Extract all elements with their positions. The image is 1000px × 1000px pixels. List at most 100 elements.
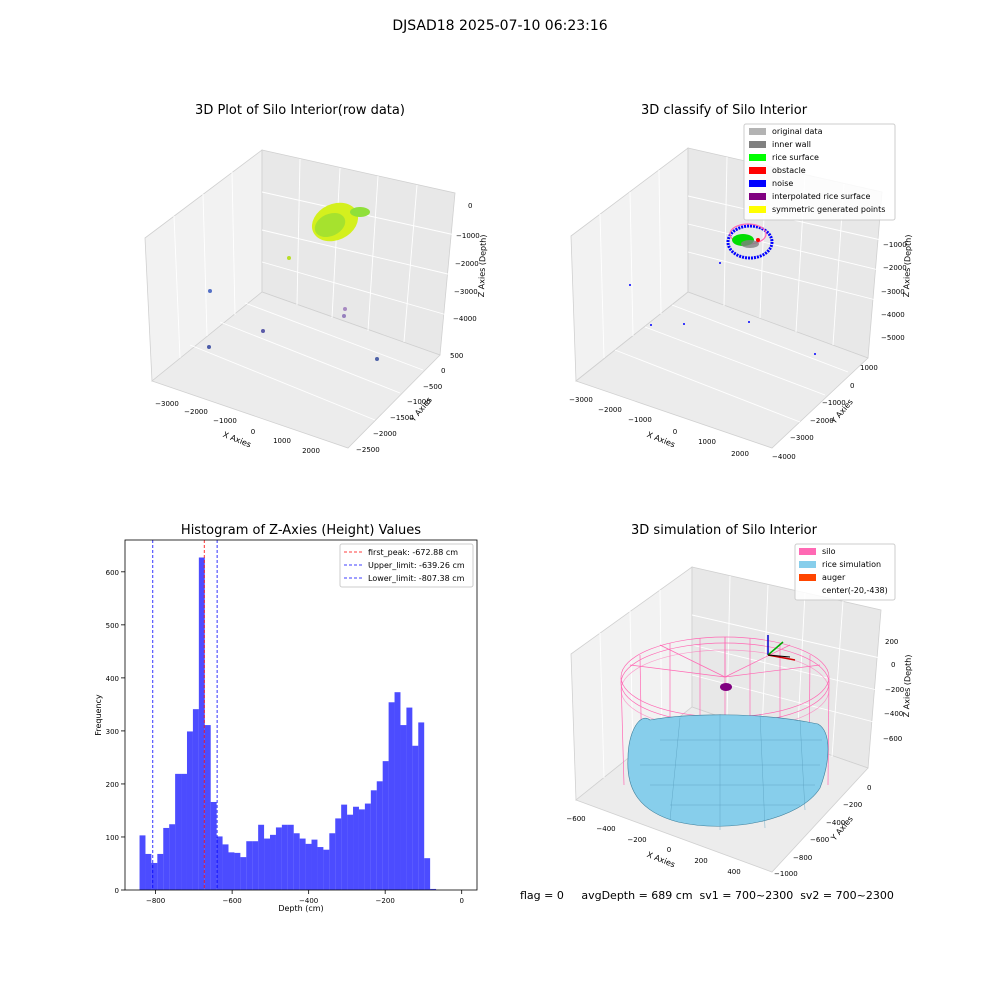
histogram-bar (145, 853, 152, 890)
y-tick-label: −1000 (774, 870, 798, 878)
legend-swatch-silo (799, 548, 816, 555)
y-tick-label: −500 (423, 383, 442, 391)
histogram-bar (175, 773, 182, 890)
histogram-bar (198, 557, 205, 890)
z-tick-label: −400 (884, 710, 903, 718)
y-tick-label: 100 (106, 834, 119, 842)
histogram-bar (186, 731, 193, 890)
y-tick-label: −2500 (356, 446, 380, 454)
raw-data-points (207, 202, 379, 361)
z-tick-label: −4000 (881, 311, 905, 319)
histogram-bar (400, 725, 407, 890)
auger-marker (720, 683, 732, 691)
histogram-bar (412, 745, 419, 890)
histogram-bar (228, 852, 235, 890)
legend-swatch-auger (799, 574, 816, 581)
histogram-bar (358, 809, 365, 890)
x-tick-label: −600 (566, 815, 585, 823)
legend-label: original data (772, 127, 823, 136)
z-tick-label: −600 (883, 735, 902, 743)
legend-upper-limit: Upper_limit: -639.26 cm (368, 561, 465, 570)
y-tick-label: 200 (106, 781, 119, 789)
y-tick-label: 0 (441, 367, 445, 375)
histogram-bar (240, 857, 247, 890)
x-tick-label: −400 (596, 825, 615, 833)
y-tick-label: 0 (115, 887, 119, 895)
histogram-bar (157, 853, 164, 890)
y-tick-label: −4000 (772, 453, 796, 461)
x-tick-label: −200 (627, 836, 646, 844)
rice-simulation-surface (627, 713, 829, 830)
z-tick-label: −1000 (456, 232, 480, 240)
x-tick-label: −3000 (569, 396, 593, 404)
y-tick-label: −600 (810, 836, 829, 844)
histogram-bar (139, 835, 146, 890)
y-tick-label: −2000 (810, 417, 834, 425)
x-tick-label: −200 (376, 897, 395, 905)
classify-plot-title: 3D classify of Silo Interior (640, 103, 808, 118)
y-tick-label: 300 (106, 728, 119, 736)
raw-3d-plot: −3000 −2000 −1000 0 1000 2000 500 0 −500… (144, 149, 488, 455)
classify-3d-plot: −3000 −2000 −1000 0 1000 2000 1000 0 −10… (569, 123, 913, 461)
histogram-bar (406, 707, 413, 890)
z-tick-label: −4000 (453, 315, 477, 323)
simulation-legend: silo rice simulation auger center(-20,-4… (794, 543, 896, 601)
histogram-bar (347, 814, 354, 890)
x-axis-label: X Axies (646, 850, 677, 869)
histogram-bar (287, 824, 294, 890)
histogram-bar (270, 834, 276, 890)
legend-swatch-original-data (749, 128, 766, 135)
histogram-y-label: Frequency (94, 694, 103, 736)
x-tick-label: −400 (299, 897, 318, 905)
classify-legend: original data inner wall rice surface ob… (743, 123, 896, 221)
x-tick-label: 0 (251, 428, 255, 436)
x-tick-label: 2000 (302, 447, 320, 455)
legend-swatch-rice-simulation (799, 561, 816, 568)
legend-swatch-rice-surface (749, 154, 766, 161)
legend-label: noise (772, 179, 793, 188)
histogram-bar (246, 841, 253, 890)
histogram-bar (430, 888, 437, 890)
x-tick-label: 0 (459, 897, 463, 905)
histogram-bar (181, 773, 187, 890)
legend-swatch-obstacle (749, 167, 766, 174)
classified-points (629, 223, 816, 355)
histogram-bar (216, 836, 223, 890)
histogram-bar (311, 839, 318, 890)
histogram-bar (281, 824, 288, 890)
histogram-legend: first_peak: -672.88 cm Upper_limit: -639… (339, 543, 474, 588)
orientation-axes (767, 635, 796, 661)
histogram-bar (264, 838, 271, 890)
z-axis-label: Z Axies (Depth) (902, 234, 913, 297)
y-tick-label: −400 (826, 819, 845, 827)
y-tick-label: −200 (843, 801, 862, 809)
x-tick-label: −1000 (213, 417, 237, 425)
z-tick-label: 200 (885, 638, 898, 646)
y-tick-label: 0 (850, 382, 854, 390)
histogram-bar (418, 722, 425, 890)
histogram-bar (382, 761, 389, 890)
y-tick-label: 1000 (860, 364, 878, 372)
y-tick-label: 600 (106, 569, 119, 577)
histogram-threshold-lines (152, 540, 218, 890)
z-axis-label: Z Axies (Depth) (902, 654, 913, 717)
histogram-bar (275, 827, 282, 890)
histogram-bar (252, 841, 259, 890)
z-axis-label: Z Axies (Depth) (477, 234, 488, 297)
legend-label: rice surface (772, 153, 819, 162)
histogram-bar (394, 692, 401, 890)
histogram-bar (163, 827, 170, 890)
histogram-bar (169, 824, 176, 890)
simulation-3d-plot: −600 −400 −200 0 200 400 0 −200 −400 −60… (566, 543, 913, 878)
histogram-bar (335, 818, 342, 890)
histogram-x-label: Depth (cm) (278, 904, 323, 913)
histogram-y-ticks: 0 100 200 300 400 500 600 (106, 569, 125, 895)
histogram-axes-frame (124, 539, 478, 891)
x-tick-label: −2000 (598, 406, 622, 414)
legend-swatch-inner-wall (749, 141, 766, 148)
legend-label: auger (822, 573, 846, 582)
histogram-bar (424, 858, 431, 890)
y-tick-label: −3000 (790, 434, 814, 442)
histogram-bar (364, 803, 371, 890)
x-tick-label: 1000 (698, 438, 716, 446)
